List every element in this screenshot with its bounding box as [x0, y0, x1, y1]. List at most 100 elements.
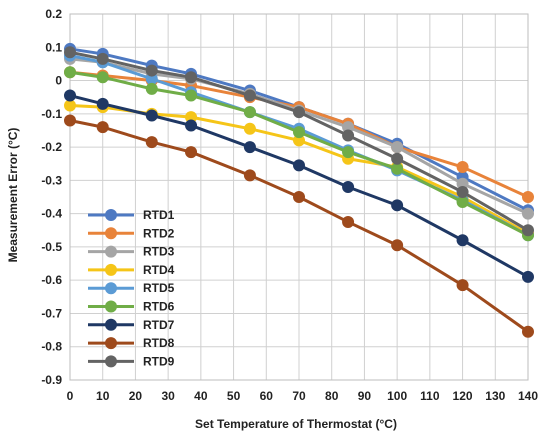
data-point [243, 89, 256, 102]
x-axis-ticks: 0 10 20 30 40 50 60 70 80 90 100 110 120 130 140 [67, 389, 539, 403]
y-tick-label: -0.2 [41, 140, 62, 154]
data-point [391, 141, 404, 154]
x-tick-label: 90 [358, 389, 372, 403]
data-point [145, 72, 158, 85]
legend-item-rtd2: RTD2 [88, 226, 175, 240]
series-rtd8 [64, 114, 534, 338]
data-point [342, 146, 355, 159]
y-tick-label: -0.7 [41, 306, 62, 320]
series-rtd7 [64, 89, 534, 283]
series-line [69, 47, 529, 212]
y-tick-label: -0.3 [41, 173, 62, 187]
data-point [342, 215, 355, 228]
y-tick-label: 0.2 [45, 7, 62, 21]
data-point [342, 121, 355, 134]
legend-marker [105, 263, 117, 276]
data-point [243, 141, 256, 154]
data-point [185, 146, 198, 159]
data-point [96, 97, 109, 110]
series-line [69, 94, 529, 279]
data-point [456, 186, 469, 199]
legend-marker [105, 227, 117, 240]
data-point [456, 195, 469, 208]
data-point [243, 122, 256, 135]
data-point [522, 325, 534, 338]
data-point [522, 270, 534, 283]
data-point [64, 66, 76, 79]
data-point [64, 46, 76, 59]
x-tick-label: 50 [227, 389, 241, 403]
legend-label: RTD8 [143, 336, 175, 350]
x-tick-label: 40 [194, 389, 208, 403]
x-tick-label: 110 [420, 389, 440, 403]
x-tick-label: 100 [387, 389, 407, 403]
x-tick-label: 70 [292, 389, 306, 403]
data-point [293, 126, 305, 139]
data-point [391, 162, 404, 175]
data-point [243, 106, 256, 119]
data-point [391, 199, 404, 212]
data-point [293, 106, 305, 119]
data-point [456, 161, 469, 174]
data-point [391, 152, 404, 165]
data-point [293, 191, 305, 203]
x-tick-label: 140 [518, 389, 538, 403]
data-point [96, 52, 109, 65]
y-axis-ticks: 0.2 0.1 0 -0.1 -0.2 -0.3 -0.4 -0.5 -0.6 -0.7 -0.8 -… [41, 7, 62, 387]
legend-label: RTD7 [143, 318, 175, 332]
legend-item-rtd9: RTD9 [88, 354, 175, 368]
data-point [185, 89, 198, 102]
legend-label: RTD9 [143, 354, 175, 368]
data-point [145, 82, 158, 95]
legend-item-rtd1: RTD1 [88, 208, 175, 222]
legend-item-rtd8: RTD8 [88, 336, 175, 350]
y-tick-label: -0.1 [41, 107, 62, 121]
x-axis-title: Set Temperature of Thermostat (°C) [195, 417, 397, 431]
data-point [342, 129, 355, 142]
legend-item-rtd6: RTD6 [88, 300, 175, 314]
legend: RTD1 RTD2 RTD3 RTD4 RTD5 RTD6 RTD7 RTD8 RTD9 [88, 208, 175, 368]
x-tick-label: 0 [67, 389, 74, 403]
x-tick-label: 120 [453, 389, 473, 403]
series-line [69, 119, 529, 333]
data-point [391, 239, 404, 252]
legend-marker [105, 245, 117, 258]
legend-label: RTD3 [143, 245, 175, 259]
y-axis-title: Measurement Error (°C) [6, 128, 20, 263]
data-point [185, 111, 198, 124]
legend-label: RTD2 [143, 226, 175, 240]
legend-label: RTD4 [143, 263, 175, 277]
data-point [145, 136, 158, 149]
legend-label: RTD1 [143, 208, 175, 222]
x-tick-label: 80 [325, 389, 339, 403]
data-point [456, 177, 469, 190]
data-point [145, 64, 158, 77]
series-lines [64, 42, 534, 338]
series-line [69, 70, 529, 237]
data-point [293, 159, 305, 172]
legend-marker [105, 355, 117, 368]
data-point [522, 207, 534, 220]
legend-marker [105, 209, 117, 221]
legend-item-rtd5: RTD5 [88, 281, 175, 295]
x-tick-label: 30 [161, 389, 175, 403]
legend-label: RTD5 [143, 281, 175, 295]
data-point [96, 71, 109, 84]
data-point [243, 169, 256, 182]
data-point [64, 89, 76, 102]
data-point [456, 234, 469, 247]
legend-label: RTD6 [143, 300, 175, 314]
y-tick-label: 0 [55, 74, 62, 88]
y-tick-label: -0.5 [41, 240, 62, 254]
legend-item-rtd3: RTD3 [88, 245, 175, 259]
data-point [185, 119, 198, 132]
x-tick-label: 10 [96, 389, 110, 403]
y-tick-label: -0.4 [41, 207, 62, 221]
x-tick-label: 130 [485, 389, 505, 403]
data-point [145, 109, 158, 122]
x-tick-label: 20 [129, 389, 143, 403]
legend-item-rtd4: RTD4 [88, 263, 175, 277]
series-rtd6 [64, 66, 534, 242]
y-tick-label: -0.6 [41, 273, 62, 287]
